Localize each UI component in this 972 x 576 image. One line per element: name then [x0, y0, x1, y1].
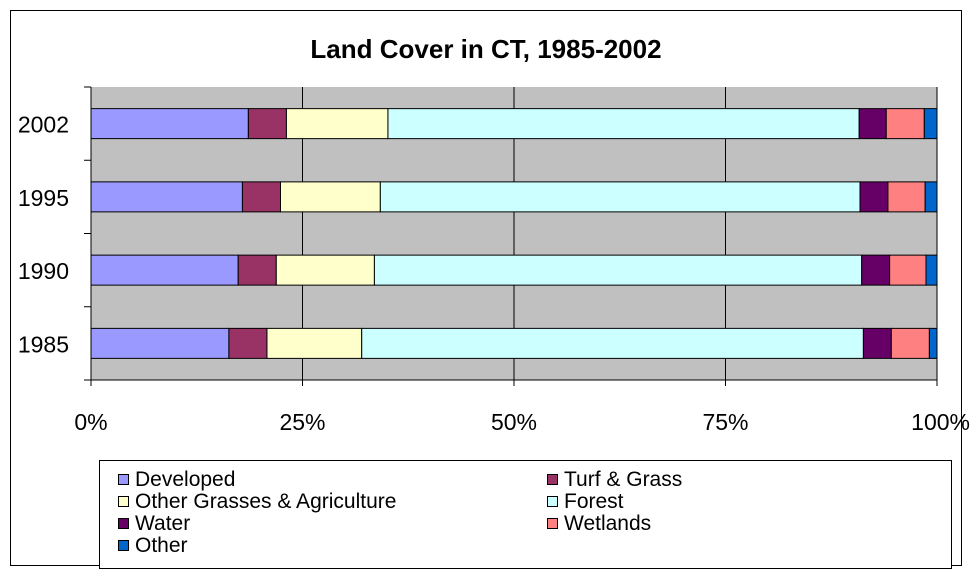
- bar-1985-turf-grass: [228, 327, 268, 359]
- legend-label: Turf & Grass: [564, 468, 683, 491]
- legend-swatch: [118, 496, 129, 507]
- bar-1990-turf-grass: [237, 254, 277, 286]
- legend-label: Wetlands: [564, 512, 652, 535]
- bar-1985-water: [862, 327, 892, 359]
- legend-swatch: [118, 474, 129, 485]
- bar-1995-water: [859, 181, 889, 213]
- legend-label: Forest: [564, 490, 624, 513]
- bar-1985-developed: [90, 327, 230, 359]
- chart-title: Land Cover in CT, 1985-2002: [310, 34, 662, 64]
- legend-swatch: [118, 518, 129, 529]
- bar-1985-other-grasses-agriculture: [266, 327, 363, 359]
- bar-1995-other: [924, 181, 938, 213]
- bar-2002-developed: [90, 108, 249, 140]
- bar-1995-developed: [90, 181, 243, 213]
- x-tick-label: 0%: [74, 409, 107, 435]
- bar-2002-forest: [387, 108, 860, 140]
- bar-1990-other: [925, 254, 938, 286]
- legend-swatch: [547, 518, 558, 529]
- legend-swatch: [547, 496, 558, 507]
- y-tick-label: 1985: [18, 331, 69, 357]
- bar-1995-other-grasses-agriculture: [280, 181, 381, 213]
- bar-1990-wetlands: [889, 254, 927, 286]
- bar-1995-forest: [379, 181, 861, 213]
- legend-label: Developed: [135, 468, 236, 491]
- bar-1990-forest: [373, 254, 863, 286]
- bar-2002-wetlands: [885, 108, 925, 140]
- bar-1985-forest: [361, 327, 864, 359]
- x-tick-label: 25%: [279, 409, 325, 435]
- chart-legend: Developed Turf & Grass Other Grasses & Agr…: [99, 460, 952, 569]
- x-tick-label: 75%: [702, 409, 748, 435]
- bar-1985-other: [928, 327, 938, 359]
- bar-1985-wetlands: [890, 327, 930, 359]
- bar-1995-turf-grass: [241, 181, 282, 213]
- bar-1990-developed: [90, 254, 239, 286]
- y-tick-label: 1990: [18, 258, 69, 284]
- x-tick-label: 50%: [491, 409, 537, 435]
- bar-2002-water: [858, 108, 887, 140]
- bar-1990-water: [861, 254, 891, 286]
- bar-1990-other-grasses-agriculture: [275, 254, 375, 286]
- bar-1995-wetlands: [887, 181, 926, 213]
- x-tick-label: 100%: [911, 409, 970, 435]
- bar-2002-other-grasses-agriculture: [285, 108, 389, 140]
- y-tick-label: 1995: [18, 185, 69, 211]
- legend-swatch: [547, 474, 558, 485]
- y-tick-label: 2002: [18, 112, 69, 138]
- bar-2002-other: [923, 108, 938, 140]
- legend-label: Other Grasses & Agriculture: [135, 490, 397, 513]
- legend-label: Other: [135, 534, 188, 557]
- legend-swatch: [118, 540, 129, 551]
- bar-2002-turf-grass: [247, 108, 287, 140]
- legend-label: Water: [135, 512, 191, 535]
